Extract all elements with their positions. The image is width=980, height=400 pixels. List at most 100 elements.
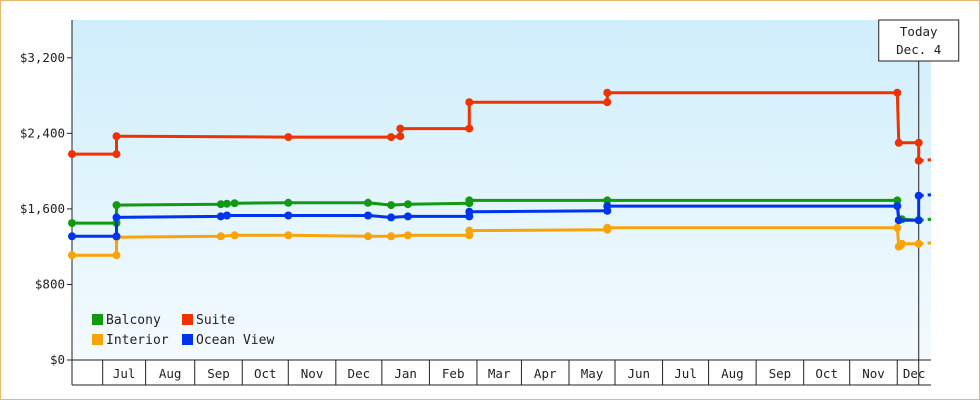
data-point[interactable] [112,132,121,141]
x-tick-label: May [581,366,604,381]
data-point[interactable] [403,212,412,221]
data-point[interactable] [222,199,231,208]
series-layer [68,88,932,260]
data-point[interactable] [465,226,474,235]
legend-label: Suite [196,313,235,328]
data-point[interactable] [914,191,923,200]
data-point[interactable] [914,239,923,248]
legend: Balcony Suite Interior Ocean View [92,313,274,348]
data-point[interactable] [230,231,239,240]
data-point[interactable] [230,199,239,208]
y-tick-label: $1,600 [20,201,65,216]
x-tick-label: Jun [627,366,650,381]
data-point[interactable] [603,223,612,232]
data-point[interactable] [364,198,372,207]
data-point[interactable] [284,133,293,142]
data-point[interactable] [387,133,396,142]
data-point[interactable] [112,150,121,159]
data-point[interactable] [68,251,76,260]
series-interior [68,223,932,260]
data-point[interactable] [68,219,76,228]
data-point[interactable] [603,88,612,97]
data-point[interactable] [387,232,396,241]
data-point[interactable] [894,216,903,225]
x-tick-label: Oct [254,366,277,381]
x-tick-label: Dec [348,366,371,381]
data-point[interactable] [222,211,231,220]
data-point[interactable] [112,251,121,260]
data-point[interactable] [364,211,372,220]
legend-item[interactable]: Interior [92,333,169,348]
data-point[interactable] [112,201,121,210]
data-point[interactable] [914,216,923,225]
x-tick-label: Aug [159,366,182,381]
data-point[interactable] [897,239,906,248]
legend-label: Interior [106,333,169,348]
data-point[interactable] [603,98,612,107]
x-tick-label: Aug [721,366,744,381]
data-point[interactable] [112,213,121,222]
data-point[interactable] [387,201,396,210]
y-tick-label: $2,400 [20,125,65,140]
data-point[interactable] [465,124,474,133]
x-tick-label: Sep [769,366,792,381]
legend-item[interactable]: Ocean View [182,333,274,348]
today-label: Today [900,24,938,39]
y-axis: $0 $800 $1,600 $2,400 $3,200 [20,20,73,385]
series-suite [68,88,932,165]
data-point[interactable] [284,231,293,240]
data-point[interactable] [387,213,396,222]
data-point[interactable] [603,202,612,211]
data-point[interactable] [68,150,76,159]
data-point[interactable] [603,196,612,205]
x-tick-label: Apr [534,366,557,381]
x-tick-label: Oct [815,366,838,381]
y-tick-label: $0 [50,352,65,367]
data-point[interactable] [914,156,923,165]
legend-swatch [182,334,193,345]
data-point[interactable] [396,124,405,133]
x-tick-label: Sep [207,366,230,381]
x-tick-label: Jan [394,366,417,381]
data-point[interactable] [68,232,76,241]
data-point[interactable] [216,212,225,221]
data-point[interactable] [893,88,902,97]
x-tick-label: Mar [488,366,511,381]
data-point[interactable] [893,202,902,211]
x-axis: Jul Aug Sep Oct Nov Dec Jan Feb Mar Apr May Jun Jul A… [72,359,931,386]
today-box [878,19,960,62]
data-point[interactable] [112,232,121,241]
x-tick-label: Nov [301,366,324,381]
data-point[interactable] [465,207,474,216]
today-marker: Today Dec. 4 [878,19,960,385]
today-date-label: Dec. 4 [896,42,941,57]
data-point[interactable] [396,132,405,141]
data-point[interactable] [364,232,372,241]
y-tick-label: $3,200 [20,50,65,65]
data-point[interactable] [465,98,474,107]
data-point[interactable] [284,211,293,220]
x-tick-label: Dec [903,366,926,381]
legend-item[interactable]: Balcony [92,313,161,328]
x-tick-label: Jul [674,366,697,381]
legend-label: Ocean View [196,333,274,348]
data-point[interactable] [914,138,923,147]
data-point[interactable] [465,196,474,205]
data-point[interactable] [284,198,293,207]
legend-swatch [92,314,103,325]
data-point[interactable] [893,223,902,232]
legend-label: Balcony [106,313,161,328]
y-tick-label: $800 [35,276,65,291]
data-point[interactable] [893,196,902,205]
legend-item[interactable]: Suite [182,313,235,328]
data-point[interactable] [403,231,412,240]
data-point[interactable] [216,232,225,241]
x-tick-label: Nov [862,366,885,381]
data-point[interactable] [216,200,225,209]
legend-swatch [92,334,103,345]
data-point[interactable] [403,200,412,209]
series-ocean-view [68,191,932,241]
plot-background [72,20,931,360]
data-point[interactable] [894,138,903,147]
